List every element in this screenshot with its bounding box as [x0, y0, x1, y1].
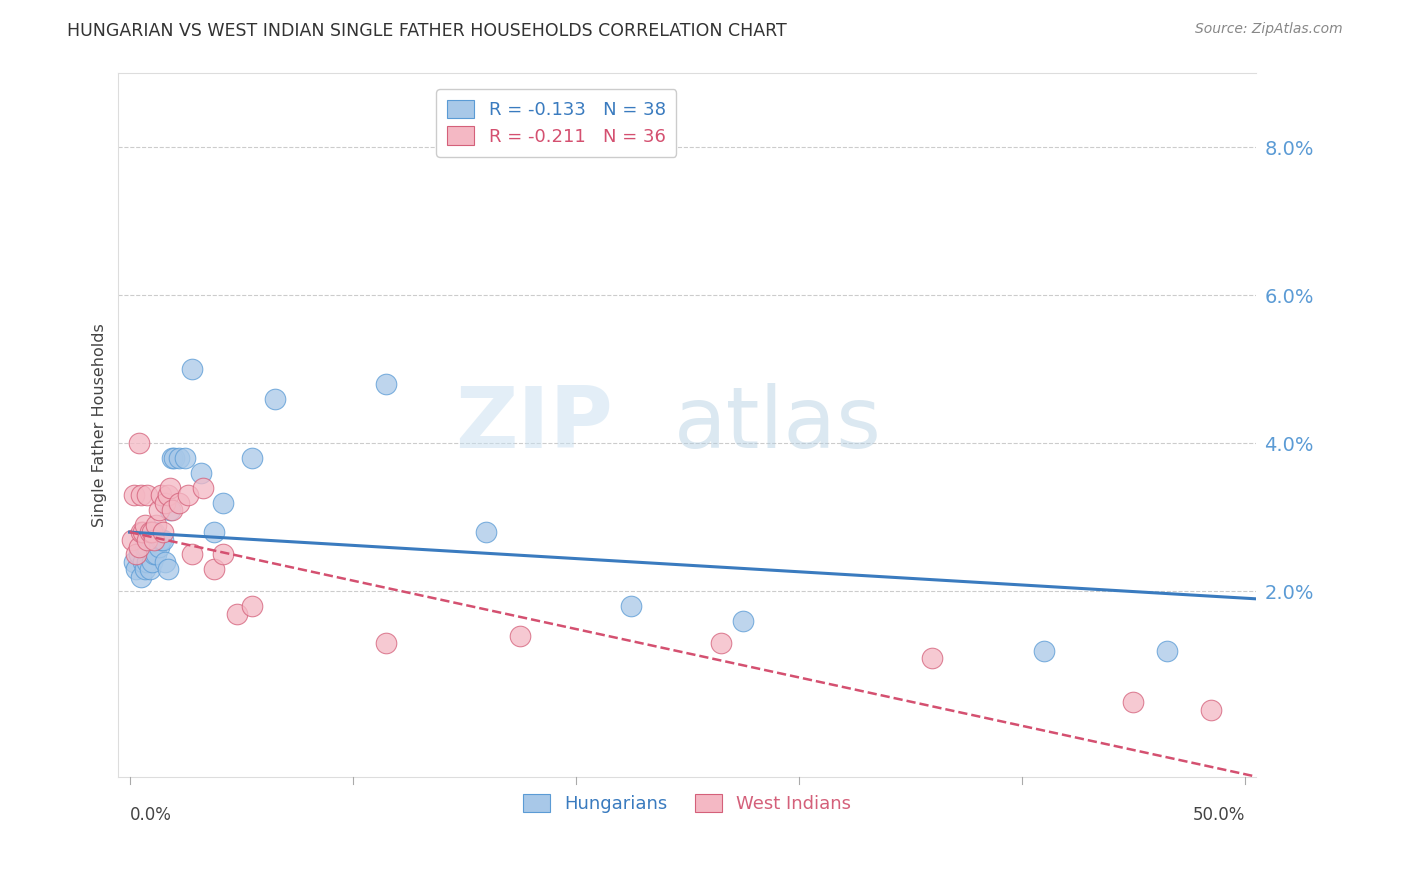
Point [375, 636, 398, 650]
Point [149, 533, 172, 547]
Point [129, 525, 152, 540]
Point [138, 562, 160, 576]
Point [132, 555, 155, 569]
Point [921, 651, 943, 665]
Point [731, 614, 754, 628]
Point [176, 488, 198, 502]
Point [159, 503, 181, 517]
Point [1033, 643, 1056, 657]
Point [121, 533, 143, 547]
Point [134, 517, 156, 532]
Point [136, 555, 159, 569]
Point [212, 495, 235, 509]
Y-axis label: Single Father Households: Single Father Households [93, 323, 107, 526]
Point [143, 525, 166, 540]
Point [1199, 703, 1222, 717]
Text: ZIP: ZIP [456, 384, 613, 467]
Text: Source: ZipAtlas.com: Source: ZipAtlas.com [1195, 22, 1343, 37]
Point [156, 562, 179, 576]
Point [145, 547, 167, 561]
Point [128, 540, 150, 554]
Point [160, 503, 183, 517]
Point [159, 481, 181, 495]
Point [156, 488, 179, 502]
Point [149, 488, 172, 502]
Point [134, 562, 156, 576]
Point [225, 607, 247, 621]
Legend: Hungarians, West Indians: Hungarians, West Indians [516, 787, 859, 821]
Point [181, 362, 204, 376]
Point [163, 451, 186, 466]
Point [190, 466, 212, 480]
Point [1156, 643, 1178, 657]
Point [160, 451, 183, 466]
Point [240, 599, 263, 614]
Point [1122, 696, 1144, 710]
Point [125, 562, 148, 576]
Point [122, 488, 145, 502]
Point [136, 540, 159, 554]
Point [174, 451, 197, 466]
Text: 0.0%: 0.0% [129, 806, 172, 824]
Point [155, 555, 177, 569]
Point [620, 599, 643, 614]
Point [125, 547, 148, 561]
Point [141, 525, 163, 540]
Point [148, 503, 170, 517]
Point [710, 636, 733, 650]
Point [167, 451, 190, 466]
Point [141, 555, 163, 569]
Point [141, 533, 163, 547]
Point [143, 547, 166, 561]
Point [193, 481, 215, 495]
Point [122, 555, 145, 569]
Point [167, 495, 190, 509]
Point [475, 525, 498, 540]
Point [148, 540, 170, 554]
Point [145, 517, 167, 532]
Point [143, 533, 166, 547]
Point [375, 377, 398, 392]
Text: atlas: atlas [673, 384, 882, 467]
Point [212, 547, 235, 561]
Point [155, 495, 177, 509]
Point [138, 525, 160, 540]
Point [128, 547, 150, 561]
Point [152, 525, 174, 540]
Point [202, 562, 225, 576]
Text: 50.0%: 50.0% [1192, 806, 1244, 824]
Point [509, 629, 531, 643]
Point [263, 392, 285, 406]
Point [129, 488, 152, 502]
Point [136, 533, 159, 547]
Point [136, 488, 159, 502]
Text: HUNGARIAN VS WEST INDIAN SINGLE FATHER HOUSEHOLDS CORRELATION CHART: HUNGARIAN VS WEST INDIAN SINGLE FATHER H… [67, 22, 787, 40]
Point [134, 540, 156, 554]
Point [240, 451, 263, 466]
Point [128, 436, 150, 450]
Point [129, 569, 152, 583]
Point [132, 525, 155, 540]
Point [202, 525, 225, 540]
Point [152, 533, 174, 547]
Point [138, 525, 160, 540]
Point [181, 547, 204, 561]
